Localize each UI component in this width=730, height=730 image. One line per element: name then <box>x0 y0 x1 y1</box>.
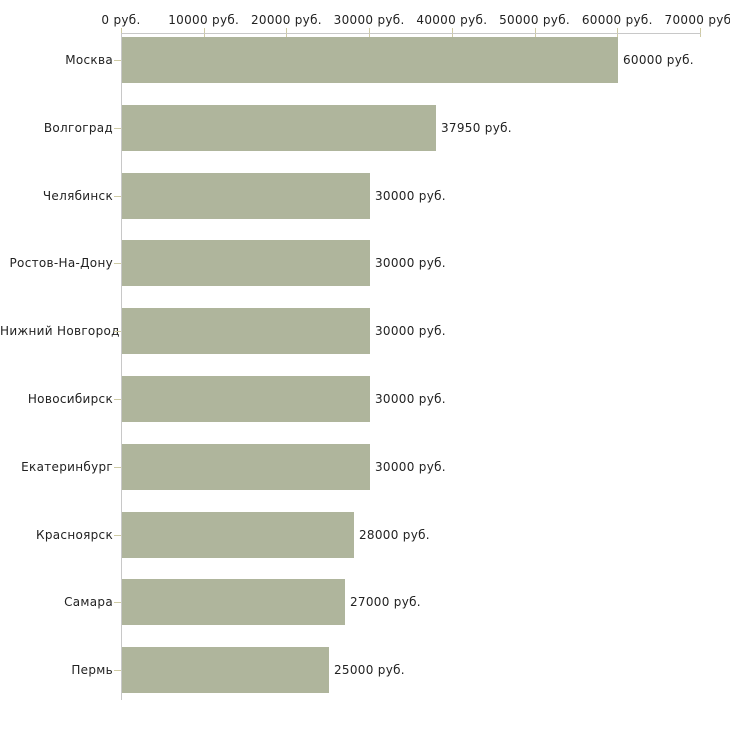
category-tick-mark <box>114 60 121 61</box>
category-label: Пермь <box>71 663 113 678</box>
x-axis-tick-label: 40000 руб. <box>416 13 488 27</box>
bar-4 <box>122 240 370 286</box>
bar-1 <box>122 37 618 83</box>
x-axis-tick-mark <box>534 28 536 37</box>
category-tick-mark <box>114 467 121 468</box>
category-tick-mark <box>114 196 121 197</box>
bar-7 <box>122 444 370 490</box>
category-tick-mark <box>114 535 121 536</box>
value-label: 25000 руб. <box>334 663 405 678</box>
bar-6 <box>122 376 370 422</box>
x-axis-tick-mark <box>451 28 453 37</box>
value-label: 30000 руб. <box>375 188 446 203</box>
bar-5 <box>122 308 370 354</box>
category-label: Челябинск <box>42 188 113 203</box>
value-label: 30000 руб. <box>375 459 446 474</box>
x-axis-tick-label: 20000 руб. <box>250 13 322 27</box>
x-axis-tick-label: 30000 руб. <box>333 13 405 27</box>
x-axis-tick-label: 50000 руб. <box>499 13 571 27</box>
category-tick-mark <box>114 602 121 603</box>
bar-9 <box>122 579 345 625</box>
value-label: 37950 руб. <box>441 120 512 135</box>
bar-10 <box>122 647 329 693</box>
category-label: Екатеринбург <box>21 459 113 474</box>
x-axis-tick-mark <box>369 28 371 37</box>
category-label: Красноярск <box>36 527 113 542</box>
category-tick-mark <box>114 263 121 264</box>
value-label: 30000 руб. <box>375 324 446 339</box>
category-label: Ростов-На-Дону <box>9 256 113 271</box>
x-axis-tick-label: 60000 руб. <box>581 13 653 27</box>
category-tick-mark <box>114 128 121 129</box>
category-tick-mark <box>114 399 121 400</box>
category-label: Новосибирск <box>27 392 113 406</box>
x-axis-tick-mark <box>286 28 288 37</box>
y-axis-line <box>121 33 122 700</box>
value-label: 60000 руб. <box>623 53 694 67</box>
x-axis-tick-label: 0 руб. <box>101 13 141 27</box>
bar-2 <box>122 105 436 151</box>
x-axis-tick-mark <box>203 28 205 37</box>
value-label: 30000 руб. <box>375 392 446 406</box>
value-label: 27000 руб. <box>350 595 421 610</box>
category-label: Нижний Новгород <box>0 324 120 339</box>
category-label: Самара <box>64 595 113 610</box>
x-axis-tick-mark <box>121 28 122 37</box>
x-axis-tick-label: 10000 руб. <box>168 13 240 27</box>
value-label: 30000 руб. <box>375 256 446 271</box>
value-label: 28000 руб. <box>359 527 430 542</box>
x-axis-tick-mark <box>700 28 701 37</box>
bar-8 <box>122 512 354 558</box>
bar-3 <box>122 173 370 219</box>
category-tick-mark <box>114 331 121 332</box>
x-axis-tick-label: 70000 руб. <box>664 13 730 27</box>
category-label: Волгоград <box>43 120 113 135</box>
x-axis-tick-mark <box>617 28 619 37</box>
x-axis-line <box>121 33 701 34</box>
category-tick-mark <box>114 670 121 671</box>
category-label: Москва <box>65 53 113 67</box>
